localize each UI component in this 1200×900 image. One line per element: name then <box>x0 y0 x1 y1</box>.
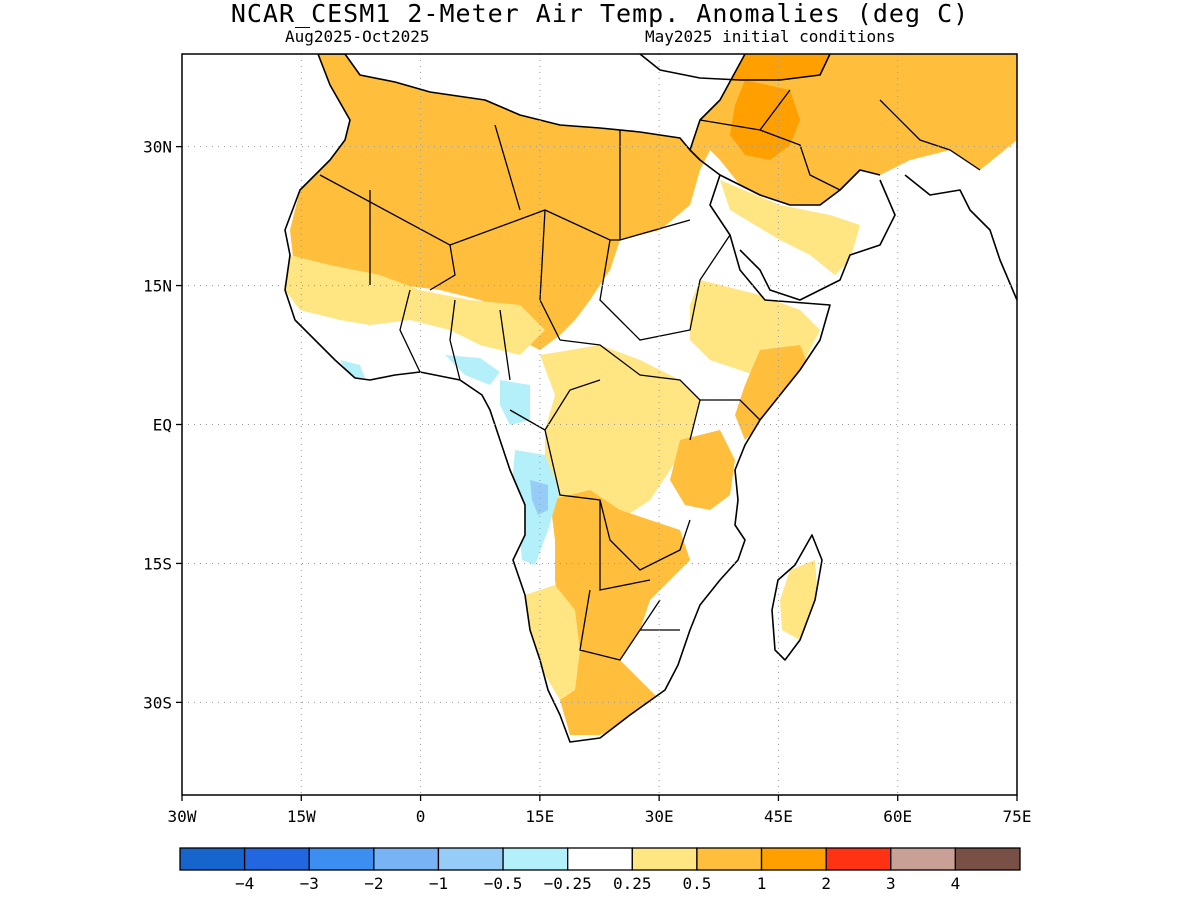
colorbar-swatch <box>825 847 892 871</box>
lat-tick-label: EQ <box>153 416 172 435</box>
anomaly-region-southern-weak <box>525 585 580 700</box>
anomaly-region-arabia <box>720 180 860 275</box>
anomaly-region-guinea-cool <box>445 355 500 385</box>
anomaly-region-angola-cool-core <box>530 480 548 515</box>
axis-ticks: 30W 15W 0 15E 30E 45E 60E 75E 30N 15N EQ 15S 30S <box>143 138 1031 826</box>
lat-tick-label: 30S <box>143 693 172 712</box>
map-frame-area <box>182 54 1017 795</box>
lat-tick-label: 30N <box>143 138 172 157</box>
lat-tick-label: 15S <box>143 554 172 573</box>
initial-conditions-label: May2025 initial conditions <box>645 27 896 46</box>
colorbar-swatch <box>760 847 827 871</box>
anomaly-region-cameroon-cool <box>500 380 530 425</box>
lon-tick-label: 45E <box>764 807 793 826</box>
colorbar-swatch <box>890 847 957 871</box>
lon-tick-label: 30W <box>168 807 197 826</box>
anomaly-region-senegal-cool <box>340 360 365 378</box>
lon-tick-label: 15E <box>525 807 554 826</box>
map-title: NCAR_CESM1 2-Meter Air Temp. Anomalies (… <box>230 0 970 28</box>
colorbar-label: −4 <box>235 874 254 893</box>
lon-tick-label: 0 <box>416 807 426 826</box>
anomaly-region-tanzania <box>670 430 735 510</box>
colorbar-swatch <box>373 847 440 871</box>
colorbar: −4 −3 −2 −1 −0.5 −0.25 0.25 0.5 1 2 3 4 <box>179 847 1021 893</box>
colorbar-swatch <box>502 847 569 871</box>
colorbar-label: 1 <box>757 874 767 893</box>
colorbar-label: −0.5 <box>484 874 523 893</box>
colorbar-label: −2 <box>364 874 383 893</box>
anomaly-region-sahel <box>285 255 545 355</box>
anomaly-region-horn <box>735 345 810 440</box>
coastlines <box>284 54 1017 743</box>
lat-tick-label: 15N <box>143 277 172 296</box>
colorbar-label: −3 <box>300 874 319 893</box>
colorbar-label: −1 <box>429 874 448 893</box>
colorbar-swatch <box>696 847 763 871</box>
colorbar-label: −0.25 <box>544 874 592 893</box>
colorbar-swatch <box>437 847 504 871</box>
colorbar-swatch <box>954 847 1021 871</box>
colorbar-swatch <box>308 847 375 871</box>
lon-tick-label: 30E <box>645 807 674 826</box>
colorbar-label: 0.25 <box>613 874 652 893</box>
period-label: Aug2025-Oct2025 <box>285 27 430 46</box>
colorbar-swatch <box>243 847 310 871</box>
colorbar-swatch <box>631 847 698 871</box>
colorbar-label: 3 <box>886 874 896 893</box>
colorbar-label: 2 <box>821 874 831 893</box>
anomaly-region-central <box>540 345 700 520</box>
colorbar-label: 0.5 <box>682 874 711 893</box>
lon-tick-label: 75E <box>1003 807 1032 826</box>
lon-tick-label: 15W <box>287 807 316 826</box>
colorbar-swatch <box>567 847 633 871</box>
anomaly-region-southern <box>550 490 690 735</box>
lon-tick-label: 60E <box>883 807 912 826</box>
colorbar-label: 4 <box>951 874 961 893</box>
colorbar-swatch <box>179 847 246 871</box>
